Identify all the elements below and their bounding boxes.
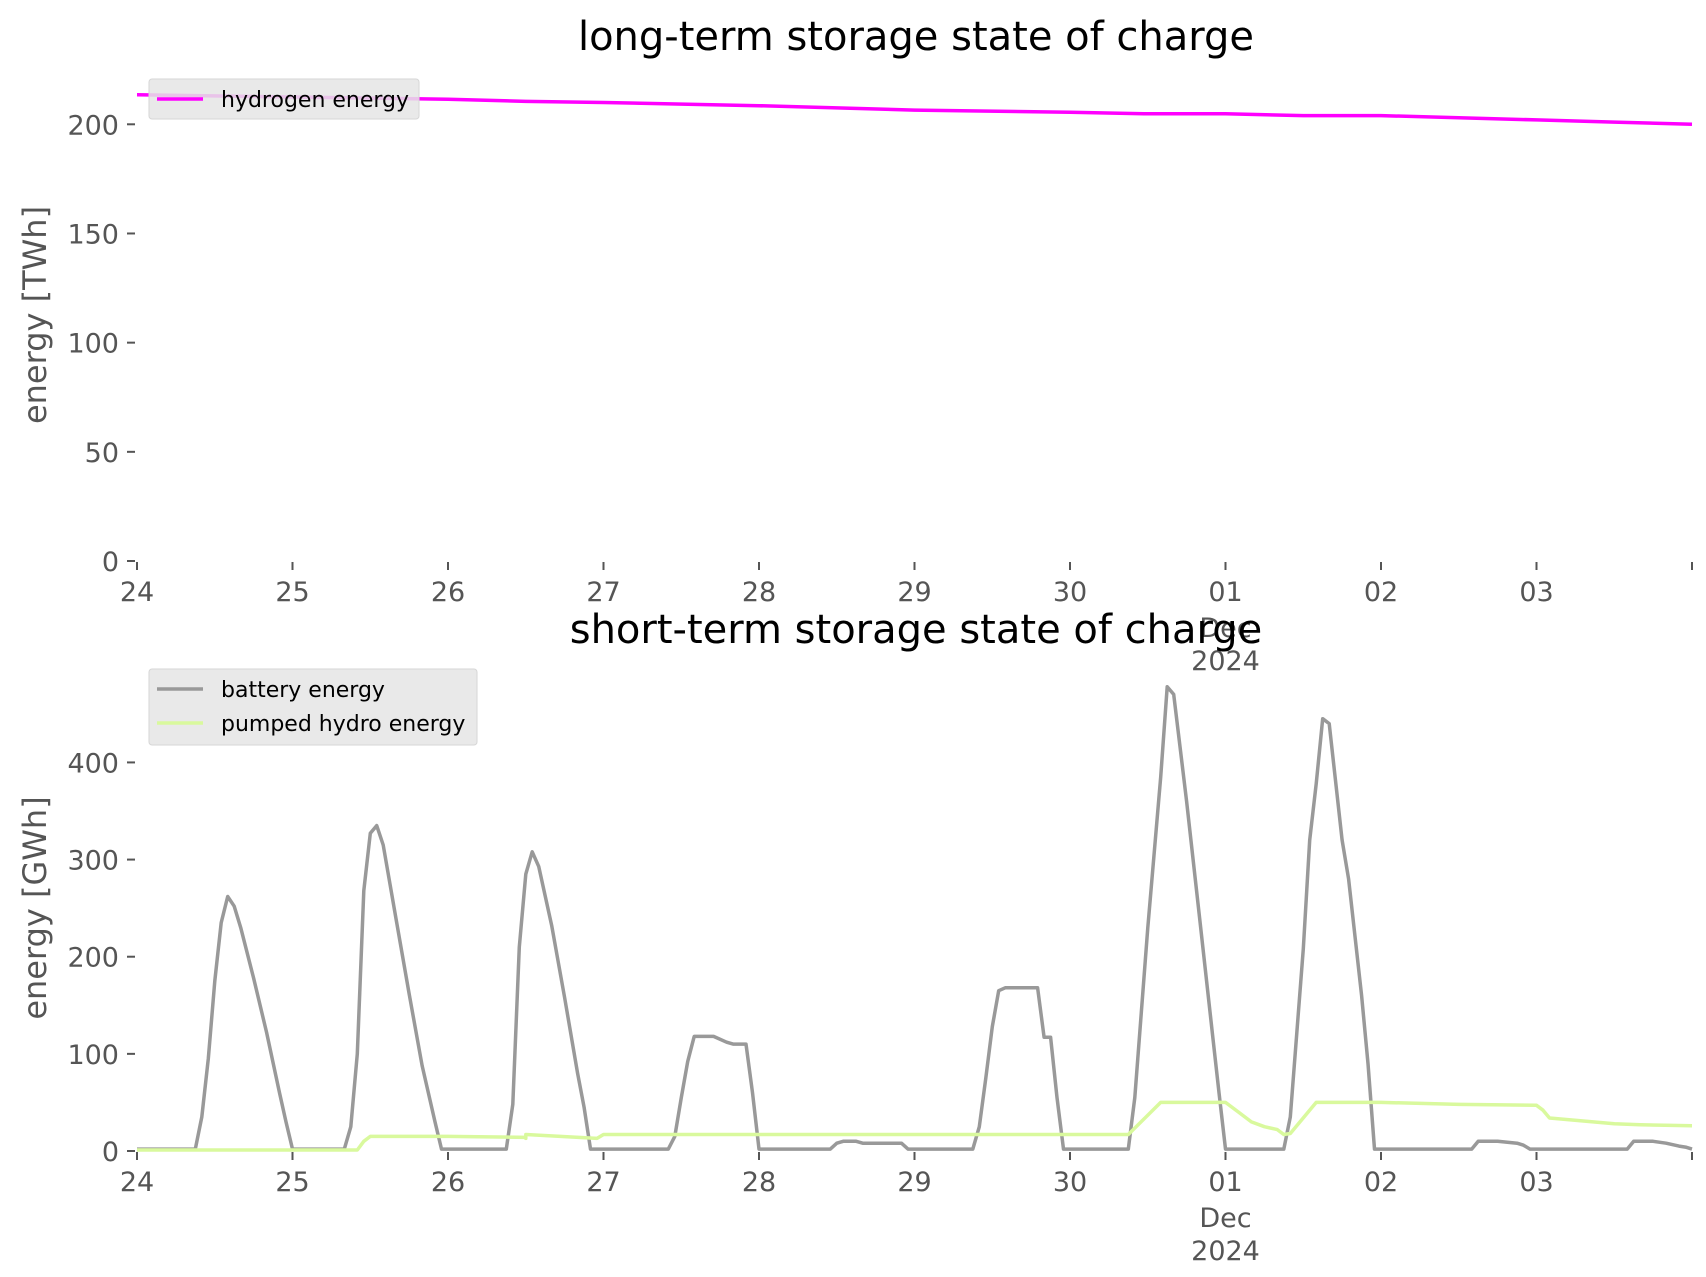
x-tick-label: 03 bbox=[1519, 577, 1553, 608]
legend-label: hydrogen energy bbox=[221, 88, 409, 113]
x-tick-label: 01 bbox=[1208, 577, 1242, 608]
x-tick-label: 25 bbox=[275, 577, 309, 608]
chart-title-short-term: short-term storage state of charge bbox=[570, 607, 1263, 653]
y-tick-label: 400 bbox=[67, 748, 119, 779]
y-ticks-short-term: 0 100 200 300 400 bbox=[67, 748, 135, 1168]
x-tick-label: 24 bbox=[120, 1167, 154, 1198]
x-tick-label: 30 bbox=[1053, 577, 1087, 608]
x-tick-label: 27 bbox=[586, 577, 620, 608]
x-tick-label: 27 bbox=[586, 1167, 620, 1198]
y-tick-label: 0 bbox=[102, 1137, 119, 1168]
x-tick-label: 02 bbox=[1364, 1167, 1398, 1198]
x-tick-label: 24 bbox=[120, 577, 154, 608]
y-tick-label: 200 bbox=[67, 110, 119, 141]
series-line-battery-energy bbox=[137, 684, 1693, 1151]
short-term-panel: short-term storage state of charge energ… bbox=[16, 607, 1693, 1267]
legend-short-term: battery energy pumped hydro energy bbox=[148, 668, 478, 746]
y-tick-label: 200 bbox=[67, 943, 119, 974]
x-tick-label: 26 bbox=[431, 1167, 465, 1198]
long-term-panel: long-term storage state of charge energy… bbox=[16, 14, 1693, 677]
series-lines-long-term bbox=[136, 93, 1693, 127]
x-tick-sublabel: 2024 bbox=[1191, 646, 1260, 677]
y-tick-label: 300 bbox=[67, 846, 119, 877]
legend-box bbox=[148, 668, 478, 746]
y-tick-label: 100 bbox=[67, 329, 119, 360]
y-tick-label: 100 bbox=[67, 1040, 119, 1071]
series-line-pumped-hydro-energy bbox=[137, 1100, 1693, 1152]
x-tick-label: 29 bbox=[897, 1167, 931, 1198]
series-lines-short-term bbox=[137, 684, 1693, 1152]
x-tick-label: 02 bbox=[1364, 577, 1398, 608]
y-tick-label: 150 bbox=[67, 219, 119, 250]
legend-label: battery energy bbox=[221, 678, 385, 703]
y-axis-label-long-term: energy [TWh] bbox=[16, 206, 54, 424]
y-axis-label-short-term: energy [GWh] bbox=[16, 796, 54, 1019]
y-tick-label: 0 bbox=[102, 547, 119, 578]
x-tick-sublabel: Dec bbox=[1199, 1203, 1251, 1234]
chart-title-long-term: long-term storage state of charge bbox=[578, 14, 1254, 60]
x-tick-label: 25 bbox=[275, 1167, 309, 1198]
x-tick-label: 28 bbox=[742, 577, 776, 608]
legend-box bbox=[148, 78, 420, 120]
y-tick-label: 50 bbox=[85, 438, 119, 469]
x-tick-sublabel: 2024 bbox=[1191, 1236, 1260, 1267]
x-tick-label: 01 bbox=[1208, 1167, 1242, 1198]
x-tick-label: 29 bbox=[897, 577, 931, 608]
x-tick-label: 30 bbox=[1053, 1167, 1087, 1198]
x-tick-label: 26 bbox=[431, 577, 465, 608]
y-ticks-long-term: 0 50 100 150 200 bbox=[67, 110, 135, 578]
x-tick-label: 03 bbox=[1519, 1167, 1553, 1198]
legend-long-term: hydrogen energy bbox=[148, 78, 420, 120]
x-tick-label: 28 bbox=[742, 1167, 776, 1198]
x-tick-sublabel: Dec bbox=[1199, 613, 1251, 644]
series-line-hydrogen-energy bbox=[136, 93, 1693, 127]
legend-label: pumped hydro energy bbox=[221, 712, 465, 737]
